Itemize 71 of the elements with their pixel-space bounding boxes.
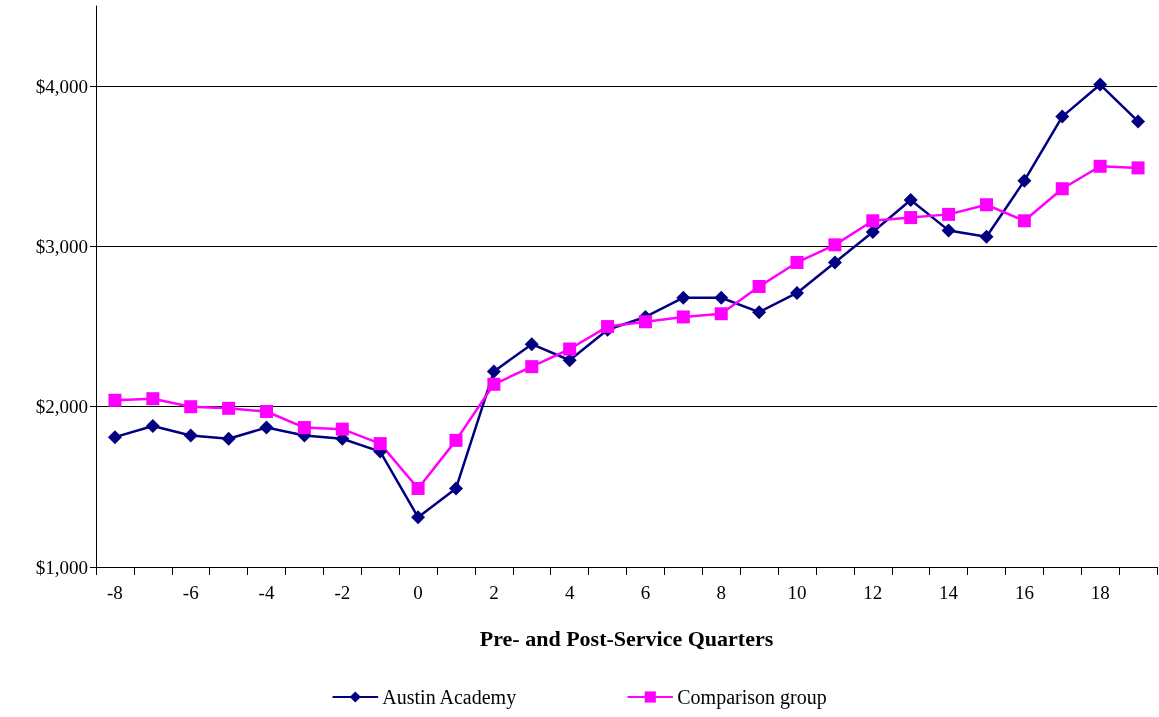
point xyxy=(903,192,918,207)
point xyxy=(486,364,501,379)
point xyxy=(827,255,842,270)
x-tick-label: 12 xyxy=(863,582,883,603)
x-tick-label: 4 xyxy=(564,582,575,603)
x-tick-label: 18 xyxy=(1090,582,1110,603)
y-tick-label: $4,000 xyxy=(35,75,88,97)
point xyxy=(335,422,349,436)
point xyxy=(1131,114,1146,129)
point xyxy=(373,437,387,451)
point xyxy=(487,377,501,391)
point xyxy=(145,418,160,433)
point xyxy=(1093,77,1108,92)
point xyxy=(638,315,652,329)
point xyxy=(562,353,577,368)
point xyxy=(297,421,311,435)
x-tick-label: 0 xyxy=(413,582,423,603)
x-tick-label: -4 xyxy=(258,582,275,603)
x-tick-label: -2 xyxy=(334,582,351,603)
point xyxy=(448,481,463,496)
x-axis-title: Pre- and Post-Service Quarters xyxy=(479,625,774,651)
point xyxy=(904,211,918,225)
x-tick-label: -6 xyxy=(182,582,199,603)
point xyxy=(676,310,690,324)
point xyxy=(107,430,122,445)
point xyxy=(714,290,729,305)
point xyxy=(146,392,160,406)
point xyxy=(790,255,804,269)
point xyxy=(942,207,956,221)
y-tick-label: $3,000 xyxy=(35,235,88,257)
legend-label: Comparison group xyxy=(677,686,827,709)
point xyxy=(941,223,956,238)
point xyxy=(563,342,577,356)
point xyxy=(1131,161,1145,175)
point xyxy=(411,481,425,495)
point xyxy=(676,290,691,305)
point xyxy=(1055,109,1070,124)
point xyxy=(828,238,842,252)
y-tick-label: $2,000 xyxy=(35,396,88,418)
y-tick-label: $1,000 xyxy=(35,556,88,578)
point xyxy=(979,198,993,212)
point xyxy=(752,305,767,320)
point xyxy=(979,229,994,244)
point xyxy=(752,280,766,293)
point xyxy=(1017,214,1031,228)
point xyxy=(221,431,236,446)
point xyxy=(525,360,539,374)
x-tick-label: 2 xyxy=(489,582,499,603)
point xyxy=(790,285,805,300)
x-tick-label: -8 xyxy=(107,582,123,603)
point xyxy=(108,393,122,407)
point xyxy=(524,337,539,352)
point xyxy=(1093,159,1107,173)
point xyxy=(1017,173,1032,188)
point xyxy=(183,428,198,443)
point xyxy=(866,214,880,228)
x-tick-label: 16 xyxy=(1014,582,1034,603)
point xyxy=(1055,182,1069,196)
point xyxy=(260,405,274,419)
point xyxy=(411,510,426,525)
x-tick-label: 10 xyxy=(787,582,807,603)
point xyxy=(184,400,198,414)
x-tick-label: 8 xyxy=(716,582,726,603)
point xyxy=(865,225,880,239)
point xyxy=(449,433,463,447)
legend-label: Austin Academy xyxy=(382,686,517,709)
point xyxy=(259,420,274,435)
point xyxy=(714,307,728,321)
point xyxy=(222,401,236,415)
x-tick-label: 14 xyxy=(939,582,959,603)
x-tick-label: 6 xyxy=(640,582,651,603)
